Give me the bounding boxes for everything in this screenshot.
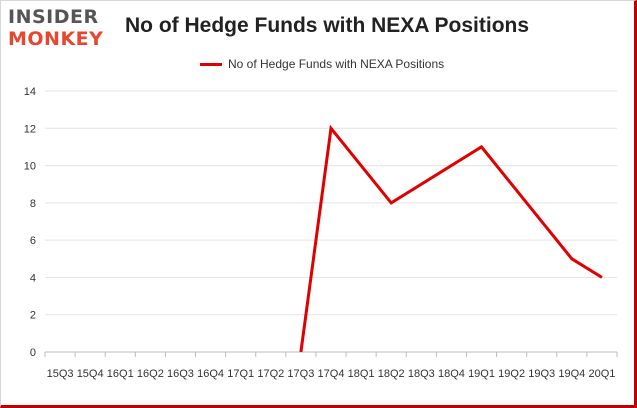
insider-monkey-logo: INSIDER MONKEY — [8, 6, 118, 52]
x-tick-label: 19Q2 — [498, 368, 525, 380]
series-line — [299, 124, 603, 353]
y-tick-label: 8 — [30, 198, 36, 210]
x-tick-label: 19Q3 — [528, 368, 555, 380]
y-tick-label: 0 — [30, 347, 36, 359]
y-tick-label: 4 — [30, 272, 36, 284]
logo-line-2: MONKEY — [8, 28, 104, 50]
x-tick-label: 17Q4 — [318, 368, 345, 380]
legend-swatch — [200, 62, 222, 66]
x-tick-label: 16Q1 — [107, 368, 134, 380]
x-tick-label: 18Q4 — [438, 368, 465, 380]
legend: No of Hedge Funds with NEXA Positions — [200, 56, 444, 72]
x-tick-label: 18Q1 — [348, 368, 375, 380]
legend-label: No of Hedge Funds with NEXA Positions — [228, 57, 445, 71]
y-tick-label: 12 — [24, 123, 36, 135]
x-tick-label: 16Q4 — [197, 368, 224, 380]
x-tick-label: 20Q1 — [588, 368, 615, 380]
logo-line-1: INSIDER — [8, 6, 99, 28]
x-tick-label: 19Q1 — [468, 368, 495, 380]
x-tick-label: 17Q3 — [287, 368, 314, 380]
x-tick-label: 16Q2 — [137, 368, 164, 380]
x-tick-label: 17Q1 — [227, 368, 254, 380]
y-tick-label: 6 — [30, 235, 36, 247]
y-tick-label: 2 — [30, 310, 36, 322]
x-tick-label: 19Q4 — [558, 368, 585, 380]
x-tick-label: 18Q3 — [408, 368, 435, 380]
x-tick-label: 16Q3 — [167, 368, 194, 380]
y-tick-label: 14 — [24, 86, 36, 98]
x-tick-label: 17Q2 — [257, 368, 284, 380]
x-tick-label: 15Q4 — [77, 368, 104, 380]
x-tick-label: 18Q2 — [378, 368, 405, 380]
chart-title: No of Hedge Funds with NEXA Positions — [125, 14, 530, 37]
y-tick-label: 10 — [24, 161, 36, 173]
x-tick-label: 15Q3 — [47, 368, 74, 380]
